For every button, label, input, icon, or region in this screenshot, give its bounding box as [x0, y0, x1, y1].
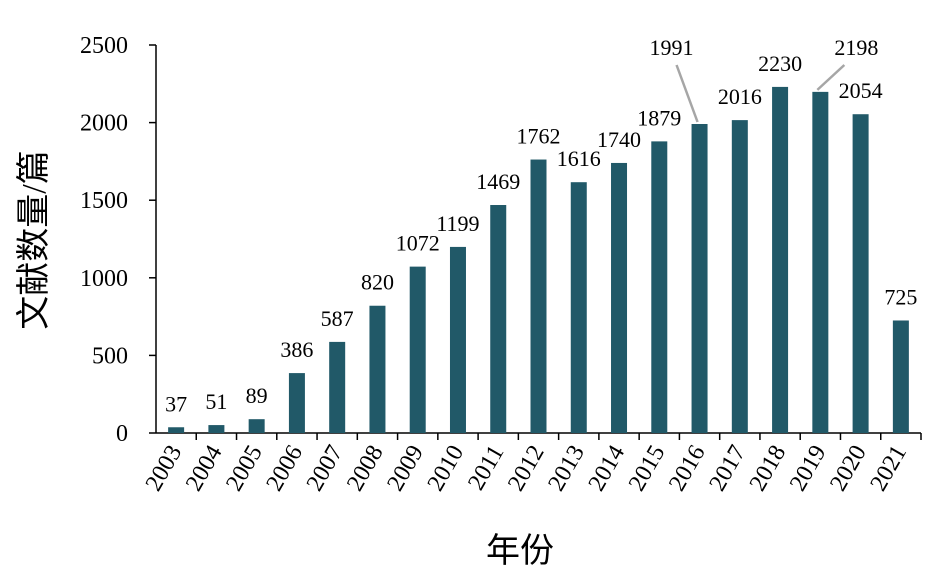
x-tick-label: 2003	[141, 441, 188, 496]
bar	[288, 373, 305, 433]
data-label: 1762	[517, 124, 561, 149]
bar	[369, 305, 386, 433]
x-tick-labels: 2003200420052006200720082009201020112012…	[141, 441, 912, 496]
y-axis-title: 文献数量/篇	[15, 150, 53, 329]
x-tick-label: 2015	[624, 441, 671, 496]
bar	[208, 425, 225, 433]
bar	[329, 341, 346, 433]
data-label: 725	[884, 284, 917, 309]
x-tick-label: 2011	[463, 441, 509, 495]
data-label: 1991	[650, 35, 694, 60]
data-label: 1740	[597, 127, 641, 152]
y-tick-label: 0	[116, 421, 128, 447]
data-label: 1616	[557, 146, 601, 171]
bar	[409, 266, 426, 433]
x-tick-label: 2005	[221, 441, 268, 496]
x-tick-label: 2019	[785, 441, 832, 496]
y-tick-labels: 0 500 1000 1500 2000 2500	[80, 33, 128, 447]
bar	[772, 86, 789, 434]
bar	[490, 205, 507, 433]
data-label: 587	[321, 306, 354, 331]
x-tick-label: 2004	[181, 441, 228, 496]
bar	[892, 320, 909, 433]
x-tick-label: 2010	[423, 441, 470, 496]
callout-leader-line	[675, 64, 699, 123]
x-tick-label: 2017	[704, 441, 751, 496]
bar	[248, 419, 265, 433]
data-labels: 37 51 893865878201072119914691762161617401…	[165, 35, 917, 416]
y-tick-label: 2500	[80, 33, 128, 59]
x-tick-label: 2018	[745, 441, 792, 496]
x-tick-label: 2008	[342, 441, 389, 496]
data-label: 37	[165, 391, 187, 416]
x-tick-label: 2014	[584, 441, 631, 496]
x-tick-label: 2020	[825, 441, 872, 496]
data-label: 2054	[839, 78, 883, 103]
x-axis-title: 年份	[486, 532, 554, 570]
bar	[651, 141, 668, 433]
y-tick-label: 1500	[80, 188, 128, 214]
x-tick-label: 2012	[503, 441, 550, 496]
x-tick-label: 2006	[262, 441, 309, 496]
bar	[611, 162, 628, 433]
x-tick-label: 2007	[302, 441, 349, 496]
data-label: 2230	[758, 51, 802, 76]
x-tick-label: 2021	[866, 441, 913, 496]
data-label: 1469	[476, 169, 520, 194]
bar	[852, 114, 869, 433]
x-tick-label: 2016	[664, 441, 711, 496]
bar	[449, 246, 466, 433]
data-label: 1072	[396, 231, 440, 256]
x-tick-label: 2009	[382, 441, 429, 496]
y-tick-label: 500	[92, 343, 128, 369]
bar	[812, 91, 829, 434]
bar	[731, 120, 748, 434]
data-label: 89	[246, 383, 268, 408]
data-label: 2198	[834, 35, 878, 60]
data-label: 1199	[436, 211, 479, 236]
bar	[530, 159, 547, 433]
data-label: 1879	[637, 105, 681, 130]
y-tick-label: 1000	[80, 266, 128, 292]
data-label: 820	[361, 270, 394, 295]
bars	[168, 86, 909, 434]
x-tick-label: 2013	[543, 441, 590, 496]
axes	[149, 44, 922, 440]
bar	[691, 123, 708, 434]
callout-leader-line	[816, 64, 846, 91]
bar	[168, 427, 185, 433]
bar	[570, 182, 587, 433]
y-tick-label: 2000	[80, 111, 128, 137]
data-label: 2016	[718, 84, 762, 109]
data-label: 386	[280, 337, 313, 362]
data-label: 51	[205, 389, 227, 414]
